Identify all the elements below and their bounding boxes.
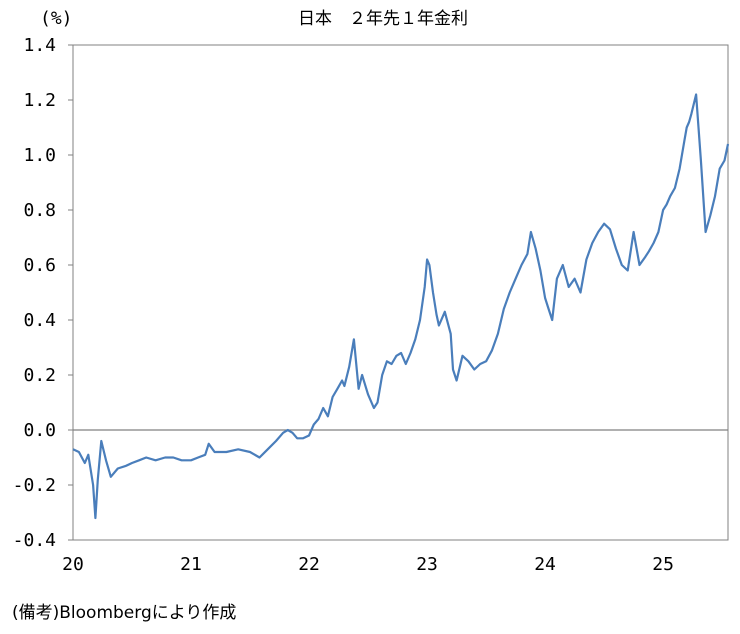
y-tick-label: 1.4 (23, 35, 56, 56)
series-line-2y1y-rate (72, 93, 730, 520)
y-unit-label: (%) (40, 8, 73, 29)
y-tick-label: 0.0 (23, 420, 56, 441)
y-tick-label: 0.2 (23, 365, 56, 386)
x-axis-ticks: 20 21 22 23 24 25 (62, 554, 674, 575)
y-axis-ticks: 1.4 1.2 1.0 0.8 0.6 0.4 0.2 0.0 -0.2 -0.4 (13, 35, 73, 551)
x-tick-label: 20 (62, 554, 84, 575)
x-tick-label: 23 (416, 554, 438, 575)
x-tick-label: 22 (298, 554, 320, 575)
y-tick-label: 1.2 (23, 90, 56, 111)
plot-frame (72, 44, 729, 541)
x-tick-label: 21 (180, 554, 202, 575)
x-tick-label: 24 (534, 554, 556, 575)
y-tick-label: -0.2 (13, 475, 56, 496)
y-tick-label: 1.0 (23, 145, 56, 166)
y-tick-label: -0.4 (13, 530, 56, 551)
y-tick-label: 0.6 (23, 255, 56, 276)
chart-title: 日本 ２年先１年金利 (298, 9, 468, 29)
y-tick-label: 0.8 (23, 200, 56, 221)
y-tick-label: 0.4 (23, 310, 56, 331)
x-tick-label: 25 (652, 554, 674, 575)
source-note: (備考)Bloombergにより作成 (12, 603, 236, 623)
